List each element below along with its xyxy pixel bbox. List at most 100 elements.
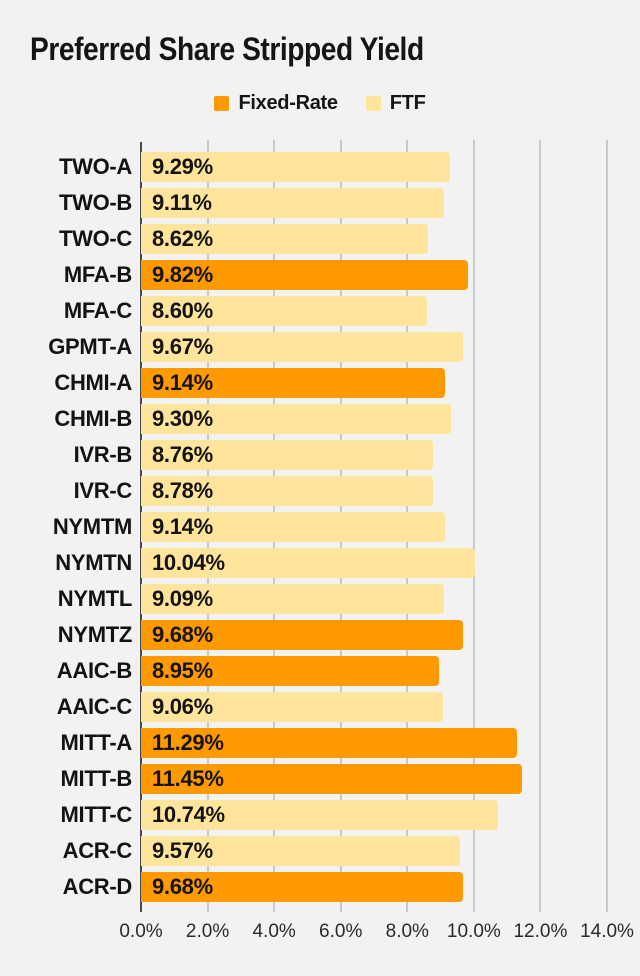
bar-row: MFA-B 9.82%	[0, 257, 640, 293]
category-label: MFA-B	[63, 262, 132, 287]
bar-ftf: 9.09%	[141, 584, 444, 614]
legend-item-fixed-rate: Fixed-Rate	[214, 92, 338, 115]
bar-track: 9.29%	[141, 152, 607, 182]
bar-track: 9.30%	[141, 404, 607, 434]
bar-value-label: 8.78%	[152, 478, 213, 503]
bar-value-label: 8.76%	[152, 442, 213, 467]
bar-ftf: 10.04%	[141, 548, 476, 578]
category-label: MITT-B	[60, 766, 132, 791]
plot-rows: TWO-A 9.29% TWO-B 9.11% TWO-C 8.62% MFA-…	[0, 149, 640, 905]
bar-value-label: 10.74%	[152, 802, 225, 827]
bar-value-label: 10.04%	[152, 550, 225, 575]
x-tick-label: 6.0%	[319, 921, 363, 942]
bar-fixed-rate: 9.14%	[141, 368, 446, 398]
category-label: TWO-A	[58, 154, 132, 179]
bar-value-label: 9.67%	[152, 334, 213, 359]
bar-fixed-rate: 9.82%	[141, 260, 468, 290]
bar-fixed-rate: 8.95%	[141, 656, 439, 686]
bar-ftf: 10.74%	[141, 800, 499, 830]
bar-track: 8.62%	[141, 224, 607, 254]
bar-track: 11.29%	[141, 728, 607, 758]
x-tick-label: 12.0%	[513, 921, 568, 942]
bar-ftf: 9.11%	[141, 188, 445, 218]
bar-track: 11.45%	[141, 764, 607, 794]
bar-value-label: 11.45%	[152, 766, 224, 791]
x-axis: 0.0% 2.0% 4.0% 6.0% 8.0% 10.0% 12.0% 14.0%	[119, 921, 634, 947]
bar-row: MFA-C 8.60%	[0, 293, 640, 329]
bar-ftf: 8.62%	[141, 224, 428, 254]
fixed-rate-swatch-icon	[214, 96, 230, 111]
bar-ftf: 9.14%	[141, 512, 446, 542]
bar-row: NYMTL 9.09%	[0, 581, 640, 617]
bar-track: 9.68%	[141, 872, 607, 902]
bar-fixed-rate: 11.29%	[141, 728, 517, 758]
category-label: ACR-D	[62, 874, 133, 899]
bar-value-label: 8.60%	[152, 298, 213, 323]
bar-ftf: 9.29%	[141, 152, 451, 182]
bar-row: ACR-C 9.57%	[0, 833, 640, 869]
bar-value-label: 8.95%	[152, 658, 213, 683]
bar-value-label: 9.09%	[152, 586, 213, 611]
category-label: NYMTM	[52, 514, 132, 539]
category-label: IVR-B	[73, 442, 133, 467]
bar-row: TWO-B 9.11%	[0, 185, 640, 221]
bar-track: 10.74%	[141, 800, 607, 830]
bar-value-label: 9.68%	[152, 622, 213, 647]
bar-row: CHMI-B 9.30%	[0, 401, 640, 437]
bar-value-label: 8.62%	[152, 226, 213, 251]
bar-row: AAIC-B 8.95%	[0, 653, 640, 689]
category-label: CHMI-A	[54, 370, 132, 395]
bar-track: 9.06%	[141, 692, 607, 722]
bar-row: TWO-C 8.62%	[0, 221, 640, 257]
bar-ftf: 8.76%	[141, 440, 433, 470]
bar-value-label: 9.82%	[152, 262, 213, 287]
bar-ftf: 8.60%	[141, 296, 428, 326]
bar-ftf: 9.67%	[141, 332, 463, 362]
legend-item-ftf: FTF	[365, 92, 426, 115]
bar-value-label: 9.30%	[152, 406, 213, 431]
category-label: TWO-C	[58, 226, 132, 251]
bar-row: GPMT-A 9.67%	[0, 329, 640, 365]
bar-value-label: 9.29%	[152, 154, 213, 179]
bar-track: 10.04%	[141, 548, 607, 578]
chart-title: Preferred Share Stripped Yield	[30, 31, 424, 67]
category-label: AAIC-B	[56, 658, 133, 683]
bar-value-label: 9.06%	[152, 694, 213, 719]
bar-track: 9.82%	[141, 260, 607, 290]
bar-fixed-rate: 9.68%	[141, 620, 464, 650]
ftf-swatch-icon	[365, 96, 381, 111]
gridline	[472, 140, 475, 912]
x-tick-label: 8.0%	[385, 921, 429, 942]
x-tick-label: 4.0%	[252, 921, 296, 942]
plot-area: TWO-A 9.29% TWO-B 9.11% TWO-C 8.62% MFA-…	[0, 140, 640, 942]
category-label: NYMTN	[55, 550, 132, 575]
category-label: MITT-C	[60, 802, 132, 827]
bar-row: TWO-A 9.29%	[0, 149, 640, 185]
bar-fixed-rate: 9.68%	[141, 872, 464, 902]
bar-row: IVR-B 8.76%	[0, 437, 640, 473]
bar-fixed-rate: 11.45%	[141, 764, 523, 794]
gridline	[606, 140, 608, 912]
bar-row: CHMI-A 9.14%	[0, 365, 640, 401]
category-label: MITT-A	[60, 730, 132, 755]
category-label: AAIC-C	[56, 694, 133, 719]
legend-label: FTF	[389, 92, 426, 114]
bar-track: 8.76%	[141, 440, 607, 470]
legend-label: Fixed-Rate	[238, 92, 338, 114]
bar-track: 8.60%	[141, 296, 607, 326]
x-tick-label: 14.0%	[580, 921, 634, 942]
bar-track: 9.57%	[141, 836, 607, 866]
legend: Fixed-Rate FTF	[0, 92, 640, 115]
x-tick-label: 10.0%	[446, 921, 501, 942]
bar-value-label: 9.57%	[152, 838, 213, 863]
x-tick-label: 0.0%	[119, 921, 163, 942]
bar-row: MITT-B 11.45%	[0, 761, 640, 797]
gridline	[539, 140, 542, 912]
bar-row: NYMTZ 9.68%	[0, 617, 640, 653]
category-label: IVR-C	[73, 478, 133, 503]
bar-value-label: 9.14%	[152, 514, 213, 539]
category-label: CHMI-B	[54, 406, 132, 431]
bar-track: 9.11%	[141, 188, 607, 218]
category-label: ACR-C	[62, 838, 133, 863]
